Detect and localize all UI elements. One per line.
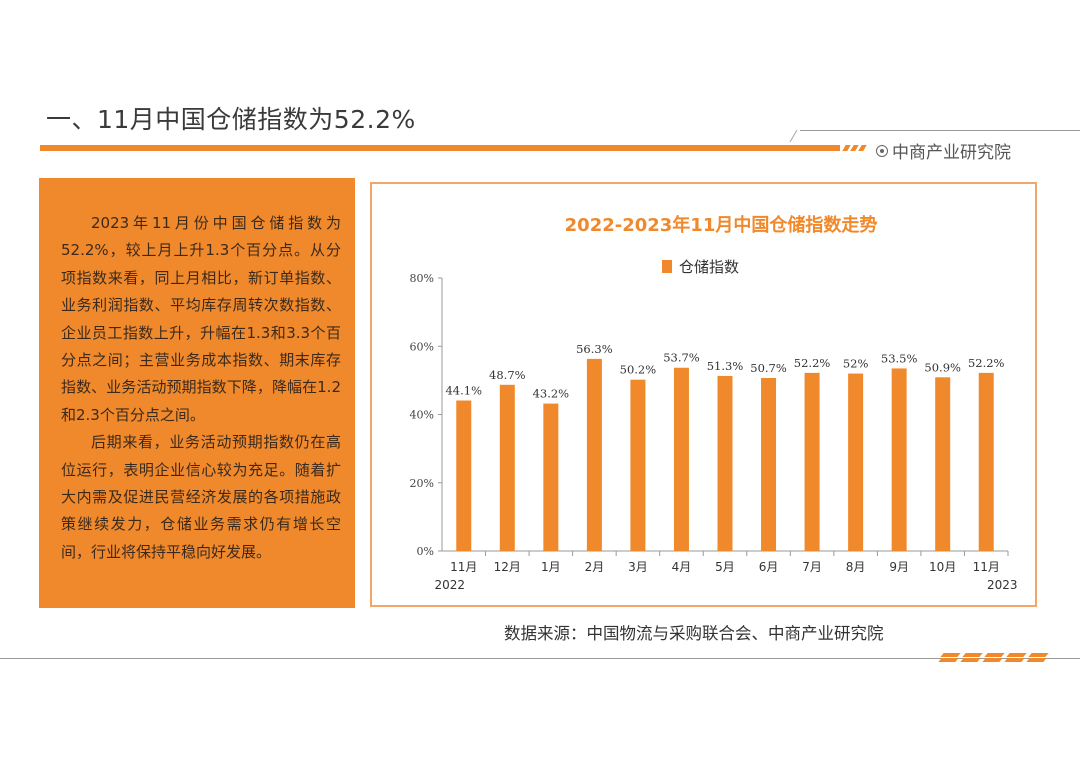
summary-panel: 2023年11月份中国仓储指数为52.2%，较上月上升1.3个百分点。从分项指数…: [39, 178, 355, 608]
data-label: 52.2%: [794, 356, 831, 370]
brand-logo-icon: [876, 144, 888, 157]
bar: [891, 368, 907, 551]
footer-rule: [0, 658, 1080, 659]
x-tick-label: 4月: [672, 560, 692, 574]
brand-name: 中商产业研究院: [892, 143, 1011, 163]
data-label: 43.2%: [533, 387, 570, 401]
bar: [761, 377, 777, 551]
y-tick-label: 0%: [417, 545, 434, 558]
bar: [630, 379, 646, 551]
chart-panel: 2022-2023年11月中国仓储指数走势仓储指数 0% 20% 40% 60% 80% 4…: [370, 182, 1037, 607]
y-tick-label: 60%: [410, 340, 434, 353]
legend-swatch: [662, 260, 672, 273]
title-underline: [40, 145, 840, 151]
x-tick-label: 11月: [973, 560, 1000, 574]
bar: [543, 403, 559, 551]
year-end-label: 2023: [987, 578, 1018, 592]
y-tick-label: 80%: [410, 272, 434, 285]
x-tick-label: 1月: [541, 560, 561, 574]
x-tick-label: 2月: [585, 560, 605, 574]
legend-label: 仓储指数: [679, 258, 739, 276]
decor-stripes: [842, 145, 872, 151]
bar: [717, 375, 733, 551]
y-tick-label: 20%: [410, 477, 434, 490]
data-label: 48.7%: [489, 368, 526, 382]
x-tick-label: 9月: [889, 560, 909, 574]
bar: [848, 373, 864, 551]
header-rule-slant: [789, 130, 798, 142]
data-label: 53.7%: [663, 351, 700, 365]
data-label: 52%: [843, 357, 869, 371]
x-tick-label: 12月: [494, 560, 521, 574]
data-label: 53.5%: [881, 351, 918, 365]
bar: [804, 372, 820, 551]
bar: [456, 400, 472, 551]
data-label: 44.1%: [445, 384, 482, 398]
year-start-label: 2022: [434, 578, 465, 592]
bar: [978, 372, 994, 551]
x-tick-label: 10月: [929, 560, 956, 574]
data-label: 52.2%: [968, 356, 1005, 370]
page-title: 一、11月中国仓储指数为52.2%: [46, 105, 416, 134]
summary-paragraph-1: 2023年11月份中国仓储指数为52.2%，较上月上升1.3个百分点。从分项指数…: [61, 214, 341, 424]
y-tick-label: 40%: [410, 409, 434, 422]
data-source: 数据来源：中国物流与采购联合会、中商产业研究院: [504, 624, 884, 643]
x-tick-label: 6月: [759, 560, 779, 574]
x-tick-label: 11月: [450, 560, 477, 574]
chart-title: 2022-2023年11月中国仓储指数走势: [565, 214, 878, 236]
header-rule: [800, 130, 1080, 131]
summary-paragraph-2: 后期来看，业务活动预期指数仍在高位运行，表明企业信心较为充足。随着扩大内需及促进…: [61, 433, 341, 561]
data-label: 50.9%: [924, 360, 961, 374]
brand-label: 中商产业研究院: [876, 138, 1011, 163]
data-label: 50.2%: [620, 363, 657, 377]
bar: [673, 367, 689, 551]
x-tick-label: 7月: [802, 560, 822, 574]
x-tick-label: 8月: [846, 560, 866, 574]
data-label: 51.3%: [707, 359, 744, 373]
x-tick-label: 5月: [715, 560, 735, 574]
x-tick-label: 3月: [628, 560, 648, 574]
bar: [935, 377, 951, 551]
footer-stripes: [938, 653, 1050, 662]
data-label: 50.7%: [750, 361, 787, 375]
data-label: 56.3%: [576, 342, 613, 356]
bar: [499, 384, 515, 551]
bar: [586, 358, 602, 551]
